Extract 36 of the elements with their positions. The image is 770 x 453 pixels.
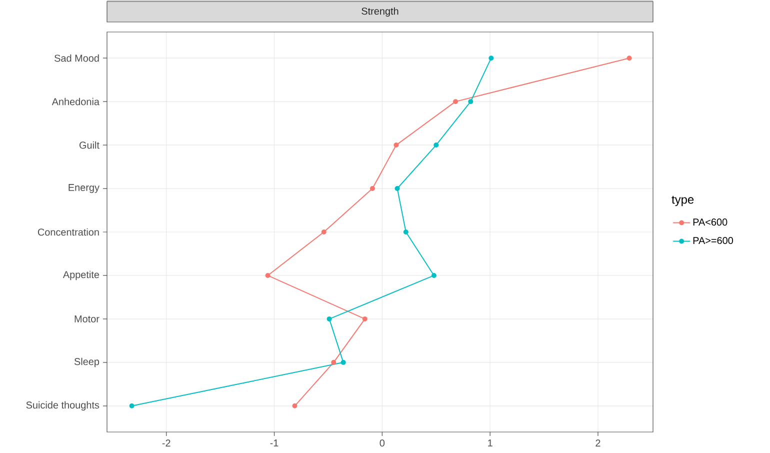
point [453,99,458,104]
x-tick-label: 1 [488,440,492,446]
legend-title: type [672,196,694,206]
y-tick-label: Concentration [38,228,99,236]
point [403,229,408,234]
point [468,99,474,104]
chart-title: Strength [362,7,398,17]
point [626,56,632,61]
y-tick-label: Energy [68,184,100,193]
y-tick-label: Sad Mood [54,54,99,62]
point [394,186,400,192]
point [292,403,298,408]
x-tick-label: -2 [162,440,170,446]
point [370,186,375,192]
x-tick-label: 0 [380,440,385,447]
point [265,272,270,278]
point [488,56,494,61]
legend-label: PA>=600 [693,236,733,244]
point [394,142,399,148]
point [321,229,326,234]
point [340,360,346,365]
x-tick-label: -1 [270,440,278,446]
point [129,403,134,408]
point [434,142,439,148]
point [326,316,332,322]
y-tick-label: Appetite [62,270,100,280]
y-tick-label: Sleep [74,358,100,368]
x-tick-label: 2 [596,440,600,446]
y-tick-label: Suicide thoughts [26,401,100,411]
y-tick-label: Anhedonia [52,98,100,106]
y-tick-label: Guilt [80,141,100,149]
point [362,316,368,322]
point [331,360,336,365]
point [431,272,436,278]
y-tick-label: Motor [74,315,100,322]
legend-label: PA<600 [693,218,728,226]
